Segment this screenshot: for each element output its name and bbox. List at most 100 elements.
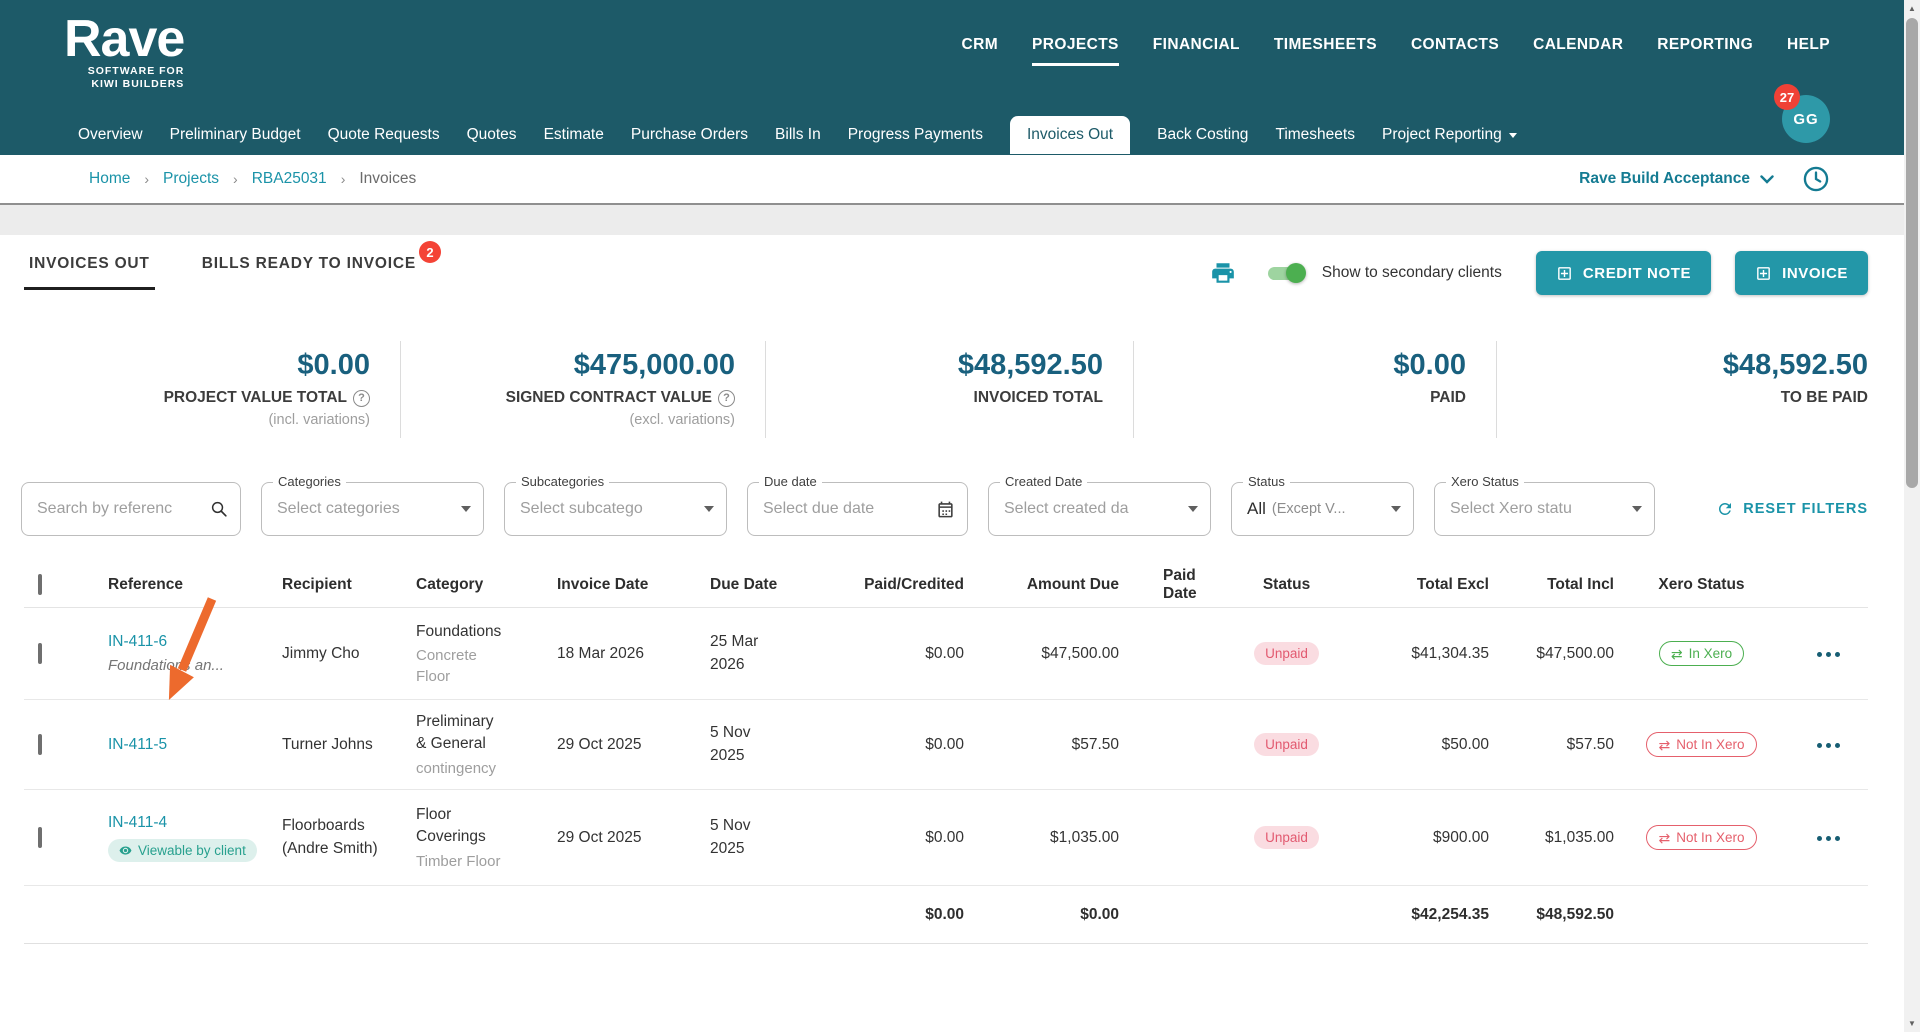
- project-nav-back-costing[interactable]: Back Costing: [1157, 126, 1249, 143]
- project-nav-quotes[interactable]: Quotes: [466, 126, 517, 143]
- project-nav-timesheets[interactable]: Timesheets: [1275, 126, 1355, 143]
- subcategories-select[interactable]: Subcategories Select subcatego: [504, 474, 727, 537]
- summary-paid: $0.00 PAID: [1133, 341, 1496, 439]
- status-badge: Unpaid: [1254, 733, 1319, 757]
- scrollbar: ▲ ▼: [1904, 0, 1920, 1032]
- notification-badge: 27: [1774, 84, 1800, 110]
- summary-label: INVOICED TOTAL: [973, 389, 1103, 407]
- field-label: Xero Status: [1446, 474, 1524, 490]
- rave-logo[interactable]: Rave SOFTWARE FOR KIWI BUILDERS: [64, 10, 185, 91]
- project-nav-quote-requests[interactable]: Quote Requests: [327, 126, 440, 143]
- row-actions-menu[interactable]: [1815, 830, 1843, 848]
- logo-text: Rave: [64, 10, 185, 68]
- reference-note: Foundations an...: [108, 657, 224, 675]
- field-label: Subcategories: [516, 474, 610, 490]
- col-due-date: Due Date: [710, 575, 778, 593]
- top-nav-financial[interactable]: FINANCIAL: [1152, 36, 1240, 53]
- credit-note-button[interactable]: CREDIT NOTE: [1535, 251, 1712, 295]
- row-actions-menu[interactable]: [1815, 737, 1843, 755]
- project-nav-estimate[interactable]: Estimate: [543, 126, 604, 143]
- project-nav-overview[interactable]: Overview: [78, 126, 143, 143]
- summary-value: $0.00: [297, 349, 370, 381]
- table-row: IN-411-6 Foundations an... Jimmy Cho Fou…: [24, 608, 1868, 701]
- breadcrumb-project-code[interactable]: RBA25031: [251, 170, 327, 187]
- col-category: Category: [416, 575, 484, 593]
- top-nav-help[interactable]: HELP: [1787, 36, 1830, 53]
- history-clock-icon[interactable]: [1802, 165, 1830, 193]
- sync-icon: ⇄: [1670, 645, 1683, 662]
- user-menu: GG 27: [1774, 84, 1834, 146]
- invoice-button[interactable]: INVOICE: [1735, 251, 1868, 295]
- tab-invoices-out[interactable]: INVOICES OUT: [24, 249, 155, 290]
- row-checkbox[interactable]: [38, 733, 42, 755]
- summary-note: (incl. variations): [268, 412, 370, 429]
- main-content: INVOICES OUT BILLS READY TO INVOICE 2 Sh…: [0, 235, 1904, 1032]
- toolbar: Show to secondary clients CREDIT NOTE IN…: [1210, 251, 1868, 295]
- project-nav-bills-in[interactable]: Bills In: [775, 126, 821, 143]
- row-actions-menu[interactable]: [1815, 646, 1843, 664]
- due-date-field[interactable]: Due date Select due date: [747, 474, 968, 537]
- summary-label: SIGNED CONTRACT VALUE ?: [401, 389, 735, 407]
- breadcrumb-bar: Home › Projects › RBA25031 › Invoices Ra…: [0, 155, 1904, 203]
- page-tabs: INVOICES OUT BILLS READY TO INVOICE 2: [24, 241, 441, 290]
- invoices-table: Reference Recipient Category Invoice Dat…: [24, 562, 1868, 945]
- help-icon[interactable]: ?: [353, 389, 370, 407]
- due-date: 5 Nov 2025: [710, 817, 751, 857]
- col-xero-status: Xero Status: [1658, 575, 1745, 593]
- top-nav-reporting[interactable]: REPORTING: [1657, 36, 1754, 53]
- created-date-select[interactable]: Created Date Select created da: [988, 474, 1211, 537]
- project-selector[interactable]: Rave Build Acceptance: [1579, 170, 1774, 188]
- xero-status-badge: ⇄ Not In Xero: [1646, 825, 1757, 851]
- breadcrumb: Home › Projects › RBA25031 › Invoices: [89, 170, 416, 188]
- totals-total-incl: $48,592.50: [1536, 905, 1614, 923]
- paid-credited: $0.00: [925, 644, 964, 662]
- toggle-knob: [1285, 263, 1306, 283]
- project-nav-preliminary-budget[interactable]: Preliminary Budget: [169, 126, 301, 143]
- print-icon[interactable]: [1210, 260, 1236, 286]
- top-nav-crm[interactable]: CRM: [961, 36, 999, 53]
- tab-bills-ready[interactable]: BILLS READY TO INVOICE 2: [197, 241, 441, 290]
- project-nav-project-reporting[interactable]: Project Reporting: [1382, 126, 1517, 144]
- total-excl: $41,304.35: [1411, 644, 1489, 662]
- top-nav-timesheets[interactable]: TIMESHEETS: [1273, 36, 1377, 53]
- paid-credited: $0.00: [925, 828, 964, 846]
- summary-value: $48,592.50: [1722, 349, 1868, 381]
- breadcrumb-projects[interactable]: Projects: [163, 170, 220, 187]
- project-nav-progress-payments[interactable]: Progress Payments: [847, 126, 983, 143]
- breadcrumb-home[interactable]: Home: [89, 170, 131, 187]
- amount-due: $47,500.00: [1041, 644, 1119, 662]
- logo-tagline: SOFTWARE FOR KIWI BUILDERS: [64, 65, 184, 91]
- search-icon: [211, 502, 227, 517]
- secondary-clients-toggle[interactable]: [1266, 262, 1306, 284]
- invoice-reference-link[interactable]: IN-411-5: [108, 735, 168, 753]
- summary-value: $475,000.00: [573, 349, 735, 381]
- scrollbar-thumb[interactable]: [1906, 18, 1918, 488]
- invoice-reference-link[interactable]: IN-411-4: [108, 813, 168, 831]
- scroll-up-arrow[interactable]: ▲: [1904, 0, 1920, 17]
- col-paid-date: Paid Date: [1163, 566, 1197, 602]
- project-nav-invoices-out[interactable]: Invoices Out: [1009, 116, 1131, 154]
- chevron-down-icon: [1632, 506, 1642, 513]
- top-nav-calendar[interactable]: CALENDAR: [1533, 36, 1624, 53]
- logo-tagline-line1: SOFTWARE FOR: [87, 64, 185, 77]
- top-nav: CRM PROJECTS FINANCIAL TIMESHEETS CONTAC…: [962, 36, 1830, 66]
- recipient: Turner Johns: [282, 735, 373, 753]
- reset-filters-button[interactable]: RESET FILTERS: [1716, 500, 1868, 518]
- scroll-down-arrow[interactable]: ▼: [1904, 1015, 1920, 1032]
- invoice-reference-link[interactable]: IN-411-6: [108, 633, 168, 651]
- top-nav-contacts[interactable]: CONTACTS: [1410, 36, 1500, 53]
- divider-band: [0, 203, 1904, 235]
- row-checkbox[interactable]: [38, 826, 42, 848]
- row-checkbox[interactable]: [38, 642, 42, 664]
- search-input[interactable]: [37, 500, 210, 519]
- help-icon[interactable]: ?: [718, 389, 735, 407]
- status-select[interactable]: Status All (Except V...: [1231, 474, 1414, 537]
- search-field[interactable]: [21, 482, 241, 537]
- select-all-checkbox[interactable]: [38, 573, 42, 595]
- top-nav-projects[interactable]: PROJECTS: [1032, 36, 1119, 66]
- project-nav-purchase-orders[interactable]: Purchase Orders: [630, 126, 749, 143]
- xero-status-select[interactable]: Xero Status Select Xero statu: [1434, 474, 1655, 537]
- breadcrumb-right: Rave Build Acceptance: [1579, 165, 1830, 193]
- paid-credited: $0.00: [925, 735, 964, 753]
- categories-select[interactable]: Categories Select categories: [261, 474, 484, 537]
